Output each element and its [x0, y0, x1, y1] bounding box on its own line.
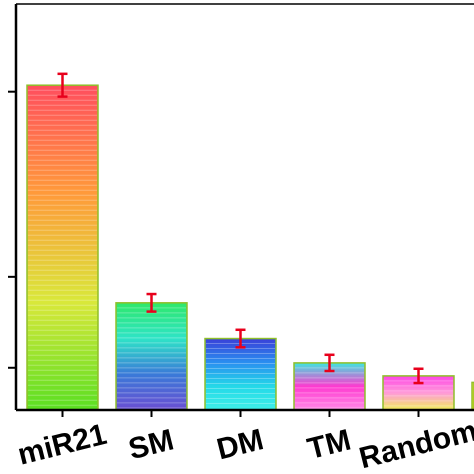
bar-1: [115, 302, 188, 411]
x-tick-labels: miR21 SM DM TM Random: [15, 414, 474, 474]
x-tick-label-0: miR21: [15, 418, 110, 472]
bar-group: [26, 84, 474, 411]
bar-0: [26, 84, 99, 411]
x-tick-label-3: TM: [304, 424, 354, 467]
x-tick-label-2: DM: [214, 423, 267, 466]
error-bar-group: [57, 72, 424, 385]
x-tick-label-4: Random: [356, 414, 474, 474]
bar-2: [204, 337, 277, 411]
x-tick-label-1: SM: [125, 423, 177, 466]
axes: [8, 3, 474, 417]
